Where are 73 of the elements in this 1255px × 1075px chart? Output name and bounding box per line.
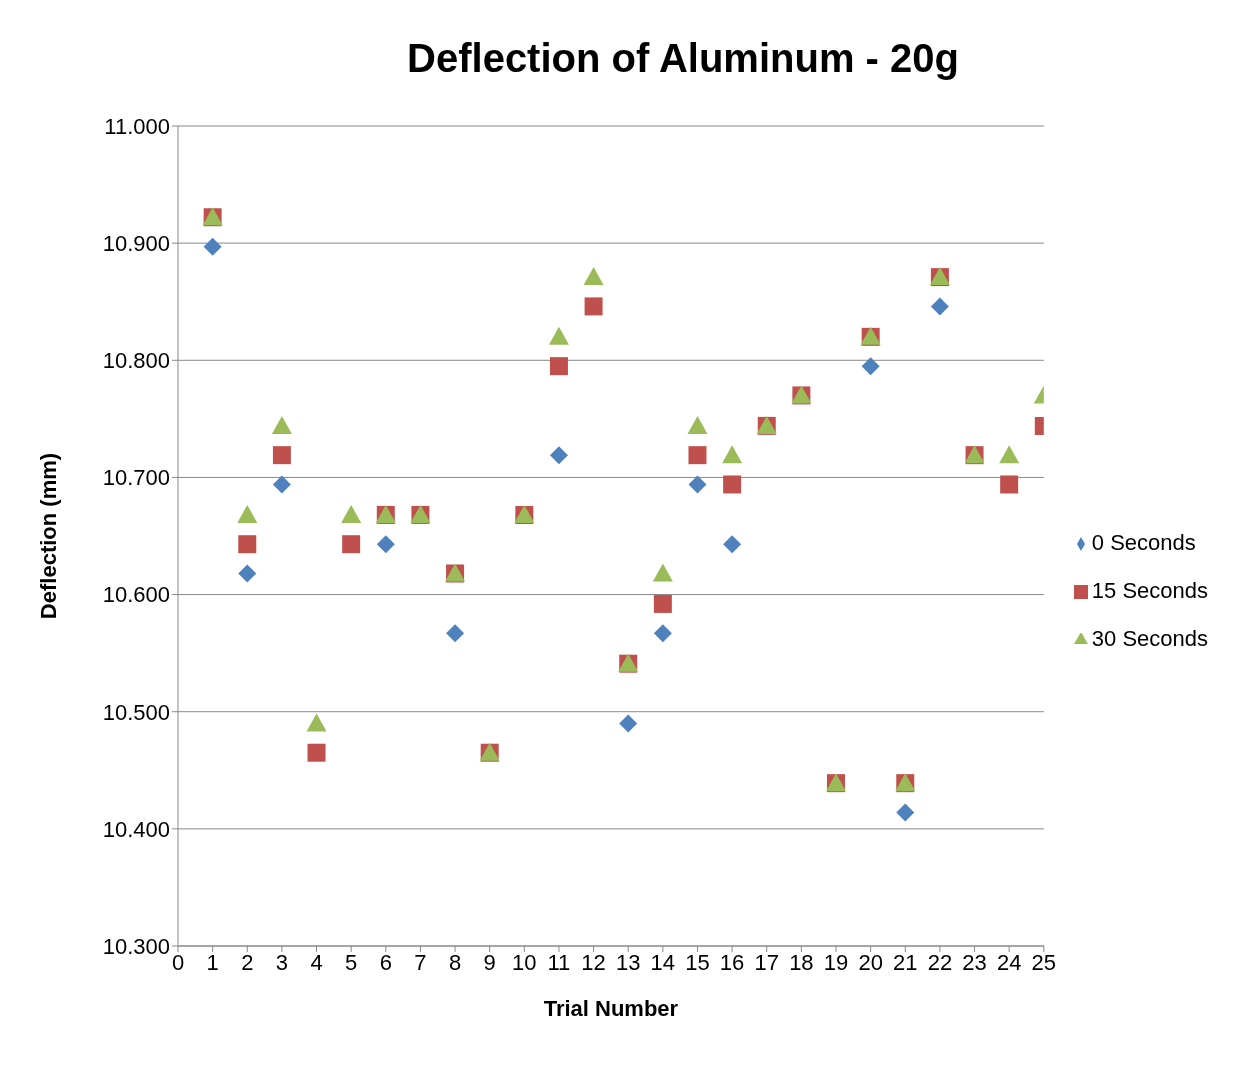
x-tick-label: 24 — [996, 949, 1022, 975]
x-axis-title: Trial Number — [543, 996, 679, 1021]
x-tick-label: 8 — [448, 949, 462, 975]
x-tick-label: 7 — [414, 949, 427, 975]
x-tick-label: 4 — [310, 949, 323, 975]
point — [548, 326, 569, 345]
point — [930, 297, 949, 316]
y-tick-label: 10.700 — [102, 465, 170, 491]
y-tick-label: 10.800 — [102, 348, 170, 374]
point — [272, 446, 291, 465]
point — [307, 743, 326, 762]
x-tick-label: 18 — [789, 949, 814, 975]
x-tick-label: 14 — [650, 949, 676, 975]
point — [999, 445, 1020, 464]
point — [238, 535, 257, 554]
point — [723, 475, 742, 494]
x-tick-label: 2 — [241, 949, 254, 975]
legend-label: 0 Seconds — [1091, 530, 1196, 555]
x-tick-label: 5 — [345, 949, 358, 975]
point — [653, 624, 672, 643]
point — [446, 624, 465, 643]
point — [341, 504, 362, 523]
x-tick-label: 10 — [512, 949, 537, 975]
point — [238, 564, 257, 583]
point — [237, 504, 258, 523]
point — [583, 267, 604, 286]
legend-label: 30 Seconds — [1091, 626, 1208, 651]
point — [306, 713, 327, 732]
point — [1000, 475, 1019, 494]
point — [342, 535, 361, 554]
point — [896, 803, 915, 822]
point — [271, 415, 292, 434]
x-tick-label: 9 — [483, 949, 496, 975]
y-tick-label: 10.600 — [102, 582, 170, 608]
y-axis-title: Deflection (mm) — [35, 452, 61, 620]
x-tick-label: 3 — [275, 949, 289, 975]
x-tick-label: 13 — [615, 949, 641, 975]
point — [687, 415, 708, 434]
point — [722, 445, 743, 464]
y-tick-label: 10.500 — [102, 699, 170, 725]
y-tick-label: 11.000 — [104, 113, 170, 139]
point — [688, 475, 707, 494]
point — [203, 237, 222, 256]
point — [549, 446, 568, 465]
x-tick-label: 6 — [379, 949, 392, 975]
point — [619, 714, 638, 733]
legend-label: 15 Seconds — [1091, 578, 1208, 603]
point — [272, 475, 291, 494]
x-tick-label: 17 — [754, 949, 779, 975]
point — [652, 563, 673, 582]
x-tick-label: 19 — [823, 949, 849, 975]
y-tick-label: 10.400 — [102, 816, 170, 842]
x-tick-label: 12 — [581, 949, 606, 975]
x-tick-label: 0 — [171, 949, 185, 975]
x-tick-label: 25 — [1031, 949, 1057, 975]
x-tick-label: 23 — [962, 949, 987, 975]
x-tick-label: 21 — [893, 949, 918, 975]
point — [376, 535, 395, 554]
point — [723, 535, 742, 554]
point — [861, 357, 880, 376]
point — [549, 357, 568, 376]
x-tick-label: 11 — [547, 949, 571, 975]
chart-title: Deflection of Aluminum - 20g — [406, 35, 960, 82]
y-tick-label: 10.900 — [102, 230, 170, 256]
x-tick-label: 1 — [206, 949, 219, 975]
y-tick-label: 10.300 — [102, 933, 170, 959]
point — [653, 594, 672, 613]
point — [688, 446, 707, 465]
point — [584, 297, 603, 316]
x-tick-label: 16 — [719, 949, 745, 975]
x-tick-label: 20 — [858, 949, 883, 975]
x-tick-label: 22 — [927, 949, 953, 975]
x-tick-label: 15 — [685, 949, 710, 975]
